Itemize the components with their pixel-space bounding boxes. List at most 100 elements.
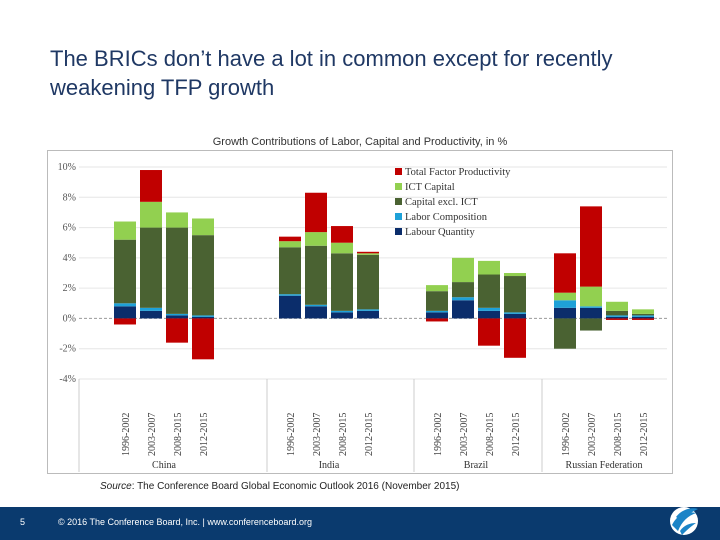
- bar-segment: [114, 318, 136, 325]
- x-tick-label: 2003-2007: [147, 413, 158, 456]
- x-tick-label: 1996-2002: [433, 413, 444, 456]
- bar-segment: [114, 239, 136, 304]
- bar-segment: [114, 221, 136, 240]
- source-label: Source: [100, 481, 132, 492]
- legend-label: ICT Capital: [405, 182, 455, 193]
- x-tick-label: 1996-2002: [286, 413, 297, 456]
- labels-layer: 10% 8% 6% 4% 2% 0% -2% -4% 1996-2002 2003-2007 200…: [58, 162, 650, 471]
- bar-segment: [192, 315, 214, 317]
- y-tick-label: 10%: [58, 162, 76, 173]
- bar-segment: [504, 312, 526, 314]
- bar-segment: [580, 286, 602, 307]
- bar-segment: [606, 318, 628, 320]
- bar-segment: [580, 206, 602, 287]
- x-tick-label: 2012-2015: [511, 413, 522, 456]
- bar-segment: [606, 316, 628, 319]
- bar-segment: [478, 307, 500, 311]
- bar-segment: [554, 300, 576, 308]
- bar-segment: [305, 304, 327, 307]
- bar-segment: [426, 291, 448, 311]
- bar-segment: [554, 253, 576, 293]
- bar-segment: [166, 315, 188, 319]
- bar-segment: [279, 294, 301, 296]
- bar-segment: [357, 254, 379, 310]
- slide-title: The BRICs don’t have a lot in common exc…: [50, 46, 613, 100]
- bar-segment: [331, 226, 353, 243]
- x-tick-label: 2003-2007: [587, 413, 598, 456]
- group-label: India: [319, 460, 340, 471]
- x-tick-label: 2003-2007: [459, 413, 470, 456]
- bar-segment: [632, 318, 654, 320]
- source-note: Source: The Conference Board Global Econ…: [100, 481, 459, 492]
- bar-segment: [192, 235, 214, 316]
- bar-segment: [331, 242, 353, 254]
- legend-swatch: [395, 228, 402, 235]
- x-tick-label: 2012-2015: [639, 413, 650, 456]
- bar-segment: [357, 253, 379, 255]
- legend-label: Labour Quantity: [405, 227, 475, 238]
- legend-swatch: [395, 183, 402, 190]
- group-label: Brazil: [464, 460, 489, 471]
- bar-segment: [305, 192, 327, 233]
- bar-segment: [504, 276, 526, 313]
- bar-segment: [504, 313, 526, 319]
- bar-segment: [426, 318, 448, 322]
- bars-layer: [114, 170, 654, 360]
- bar-segment: [478, 310, 500, 319]
- bar-segment: [166, 212, 188, 228]
- legend-swatch: [395, 198, 402, 205]
- bar-segment: [305, 232, 327, 246]
- bar-segment: [305, 245, 327, 305]
- x-tick-label: 2008-2015: [485, 413, 496, 456]
- bar-segment: [632, 316, 654, 319]
- bar-segment: [166, 227, 188, 314]
- bar-segment: [632, 313, 654, 316]
- x-tick-label: 2008-2015: [173, 413, 184, 456]
- bar-segment: [279, 241, 301, 248]
- bar-segment: [279, 247, 301, 295]
- y-tick-label: 2%: [63, 283, 76, 294]
- legend-label: Labor Composition: [405, 212, 488, 223]
- bar-segment: [606, 315, 628, 317]
- copyright-text: © 2016 The Conference Board, Inc. | www.…: [58, 517, 312, 527]
- y-tick-label: 8%: [63, 192, 76, 203]
- bar-segment: [478, 318, 500, 346]
- bar-segment: [426, 285, 448, 292]
- bar-segment: [357, 310, 379, 319]
- bar-segment: [554, 292, 576, 301]
- bar-segment: [606, 310, 628, 316]
- legend-label: Total Factor Productivity: [405, 167, 511, 178]
- bar-segment: [504, 318, 526, 358]
- stacked-bar-chart: 10% 8% 6% 4% 2% 0% -2% -4% 1996-2002 2003-2007 200…: [47, 150, 673, 474]
- bar-segment: [426, 312, 448, 319]
- bar-segment: [554, 318, 576, 349]
- bar-segment: [554, 307, 576, 319]
- x-tick-label: 2003-2007: [312, 413, 323, 456]
- legend-swatch: [395, 168, 402, 175]
- y-tick-label: -2%: [59, 344, 76, 355]
- bar-segment: [192, 218, 214, 236]
- bar-segment: [452, 282, 474, 298]
- legend-label: Capital excl. ICT: [405, 197, 478, 208]
- y-tick-label: 4%: [63, 253, 76, 264]
- bar-segment: [140, 170, 162, 202]
- x-tick-label: 2008-2015: [613, 413, 624, 456]
- source-text: : The Conference Board Global Economic O…: [131, 481, 460, 492]
- bar-segment: [357, 309, 379, 311]
- bar-segment: [452, 257, 474, 283]
- bar-segment: [331, 310, 353, 313]
- bar-segment: [580, 318, 602, 331]
- bar-segment: [166, 318, 188, 343]
- bar-segment: [504, 273, 526, 277]
- bar-segment: [478, 274, 500, 308]
- conference-board-logo: [670, 507, 698, 535]
- bar-segment: [114, 306, 136, 319]
- bar-segment: [331, 312, 353, 319]
- legend: Total Factor Productivity ICT Capital Capi…: [395, 167, 511, 238]
- x-tick-label: 1996-2002: [121, 413, 132, 456]
- bar-segment: [140, 307, 162, 311]
- y-tick-label: -4%: [59, 374, 76, 385]
- bar-segment: [452, 300, 474, 319]
- y-tick-label: 0%: [63, 313, 76, 324]
- bar-segment: [478, 260, 500, 275]
